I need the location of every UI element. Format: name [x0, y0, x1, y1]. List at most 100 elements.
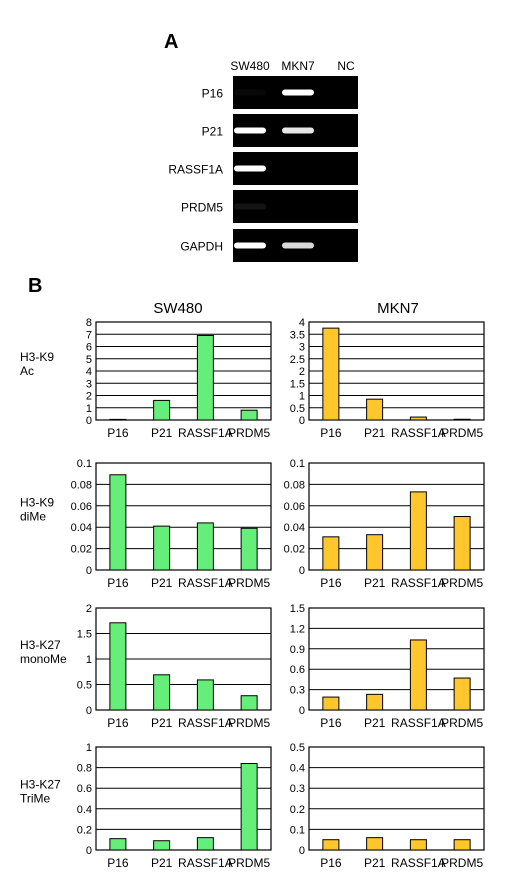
- y-tick-label: 0.1: [290, 458, 305, 470]
- gel-band: [282, 89, 314, 96]
- y-tick-label: 0.02: [71, 544, 92, 556]
- plot-frame: [95, 607, 272, 711]
- y-tick-label: 0.2: [290, 804, 305, 816]
- y-tick-label: 2: [86, 603, 92, 615]
- x-tick-label: PRDM5: [441, 716, 483, 730]
- x-tick-label: P16: [107, 426, 129, 440]
- y-tick-label: 0.5: [77, 680, 92, 692]
- y-tick-label: 0: [299, 705, 305, 717]
- x-tick-label: P16: [107, 576, 129, 590]
- plot-frame: [308, 746, 485, 851]
- row-label: monoMe: [20, 652, 67, 666]
- bar-p16: [109, 838, 127, 851]
- x-tick-label: P21: [364, 856, 386, 870]
- y-tick-label: 0: [299, 415, 305, 427]
- row-label: H3-K9: [20, 350, 54, 364]
- bar-p16: [322, 327, 340, 421]
- gene-label-p21: P21: [202, 125, 224, 139]
- plot-frame: [95, 746, 272, 851]
- y-tick-label: 0.08: [71, 479, 92, 491]
- x-tick-label: RASSF1A: [391, 856, 446, 870]
- y-tick-label: 0: [86, 705, 92, 717]
- lane-label-nc: NC: [337, 59, 355, 73]
- bar-p21: [153, 840, 171, 851]
- y-tick-label: 0.1: [77, 458, 92, 470]
- y-tick-label: 1.5: [290, 378, 305, 390]
- y-tick-label: 5: [86, 354, 92, 366]
- x-tick-label: P21: [151, 576, 173, 590]
- x-tick-label: RASSF1A: [178, 426, 233, 440]
- bar-p21: [366, 837, 384, 851]
- bar-p16: [109, 418, 127, 421]
- x-tick-label: P21: [364, 716, 386, 730]
- plot-frame: [95, 321, 272, 421]
- column-title-sw480: SW480: [153, 300, 202, 317]
- bar-prdm5: [453, 516, 471, 571]
- y-tick-label: 0.04: [284, 522, 305, 534]
- y-tick-label: 1.5: [290, 603, 305, 615]
- bar-prdm5: [240, 527, 258, 571]
- row-label: H3-K27: [20, 638, 61, 652]
- y-tick-label: 0.5: [290, 403, 305, 415]
- y-tick-label: 2: [86, 391, 92, 403]
- y-tick-label: 0.06: [284, 501, 305, 513]
- y-tick-label: 3.5: [290, 329, 305, 341]
- bar-p21: [153, 674, 171, 711]
- gel-band: [234, 165, 266, 172]
- x-tick-label: PRDM5: [441, 576, 483, 590]
- y-tick-label: 0.1: [290, 824, 305, 836]
- x-tick-label: PRDM5: [228, 856, 270, 870]
- x-tick-label: RASSF1A: [178, 716, 233, 730]
- row-label: H3-K9: [20, 496, 54, 510]
- x-tick-label: RASSF1A: [391, 716, 446, 730]
- gene-label-p16: P16: [202, 87, 224, 101]
- gel-band: [234, 127, 266, 134]
- plot-frame: [95, 462, 272, 571]
- bar-rassf1a: [196, 334, 214, 421]
- bar-rassf1a: [409, 491, 427, 571]
- bar-p21: [153, 525, 171, 571]
- y-tick-label: 1: [86, 403, 92, 415]
- bar-prdm5: [453, 839, 471, 851]
- bar-prdm5: [240, 409, 258, 421]
- y-tick-label: 0.8: [77, 763, 92, 775]
- x-tick-label: P21: [151, 426, 173, 440]
- y-tick-label: 0: [86, 565, 92, 577]
- bar-rassf1a: [196, 679, 214, 711]
- x-tick-label: RASSF1A: [178, 856, 233, 870]
- row-label: TriMe: [20, 792, 51, 806]
- gene-label-rassf1a: RASSF1A: [168, 163, 223, 177]
- bar-p16: [109, 474, 127, 571]
- x-tick-label: P16: [107, 856, 129, 870]
- bar-p21: [153, 399, 171, 421]
- plot-frame: [308, 607, 485, 711]
- y-tick-label: 0: [299, 845, 305, 857]
- x-tick-label: PRDM5: [228, 576, 270, 590]
- bar-prdm5: [453, 677, 471, 711]
- x-tick-label: P21: [364, 426, 386, 440]
- gel-band: [282, 242, 314, 249]
- y-tick-label: 0: [86, 415, 92, 427]
- plot-frame: [308, 321, 485, 421]
- x-tick-label: P16: [320, 856, 342, 870]
- panel-b-label: B: [28, 275, 42, 297]
- bar-rassf1a: [409, 639, 427, 711]
- y-tick-label: 0.4: [77, 804, 92, 816]
- y-tick-label: 0: [86, 845, 92, 857]
- x-tick-label: PRDM5: [228, 426, 270, 440]
- column-title-mkn7: MKN7: [377, 300, 419, 317]
- x-tick-label: P16: [320, 576, 342, 590]
- plot-frame: [308, 462, 485, 571]
- gene-label-gapdh: GAPDH: [180, 240, 223, 254]
- x-tick-label: P21: [151, 716, 173, 730]
- bar-p16: [322, 536, 340, 571]
- lane-label-sw480: SW480: [230, 59, 270, 73]
- gene-label-prdm5: PRDM5: [181, 201, 223, 215]
